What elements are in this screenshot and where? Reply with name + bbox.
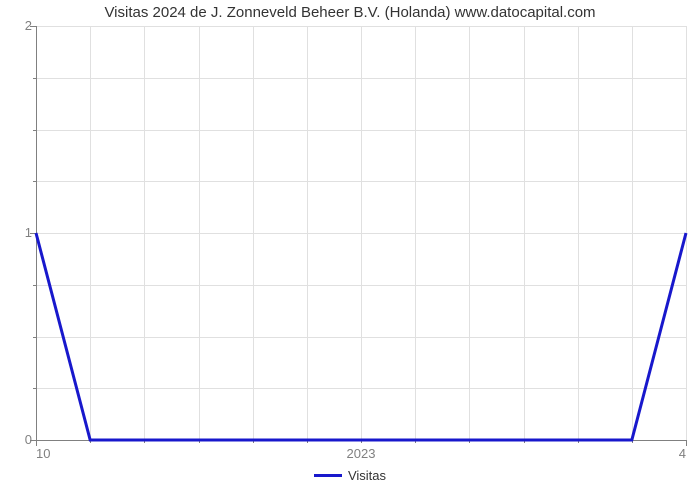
chart-container: Visitas 2024 de J. Zonneveld Beheer B.V.… [0,0,700,500]
y-tick-label: 1 [2,225,32,240]
y-tick-label: 0 [2,432,32,447]
x-tick [686,440,687,446]
x-tick-label: 4 [646,446,686,461]
y-tick-label: 2 [2,18,32,33]
series-line [36,26,686,440]
plot-area: 0121042023 [36,26,686,440]
legend-swatch [314,474,342,477]
x-tick-label: 10 [36,446,76,461]
legend: Visitas [0,468,700,483]
chart-title: Visitas 2024 de J. Zonneveld Beheer B.V.… [0,4,700,21]
gridline-vertical [686,26,687,440]
x-axis-center-label: 2023 [331,446,391,461]
legend-label: Visitas [348,468,386,483]
